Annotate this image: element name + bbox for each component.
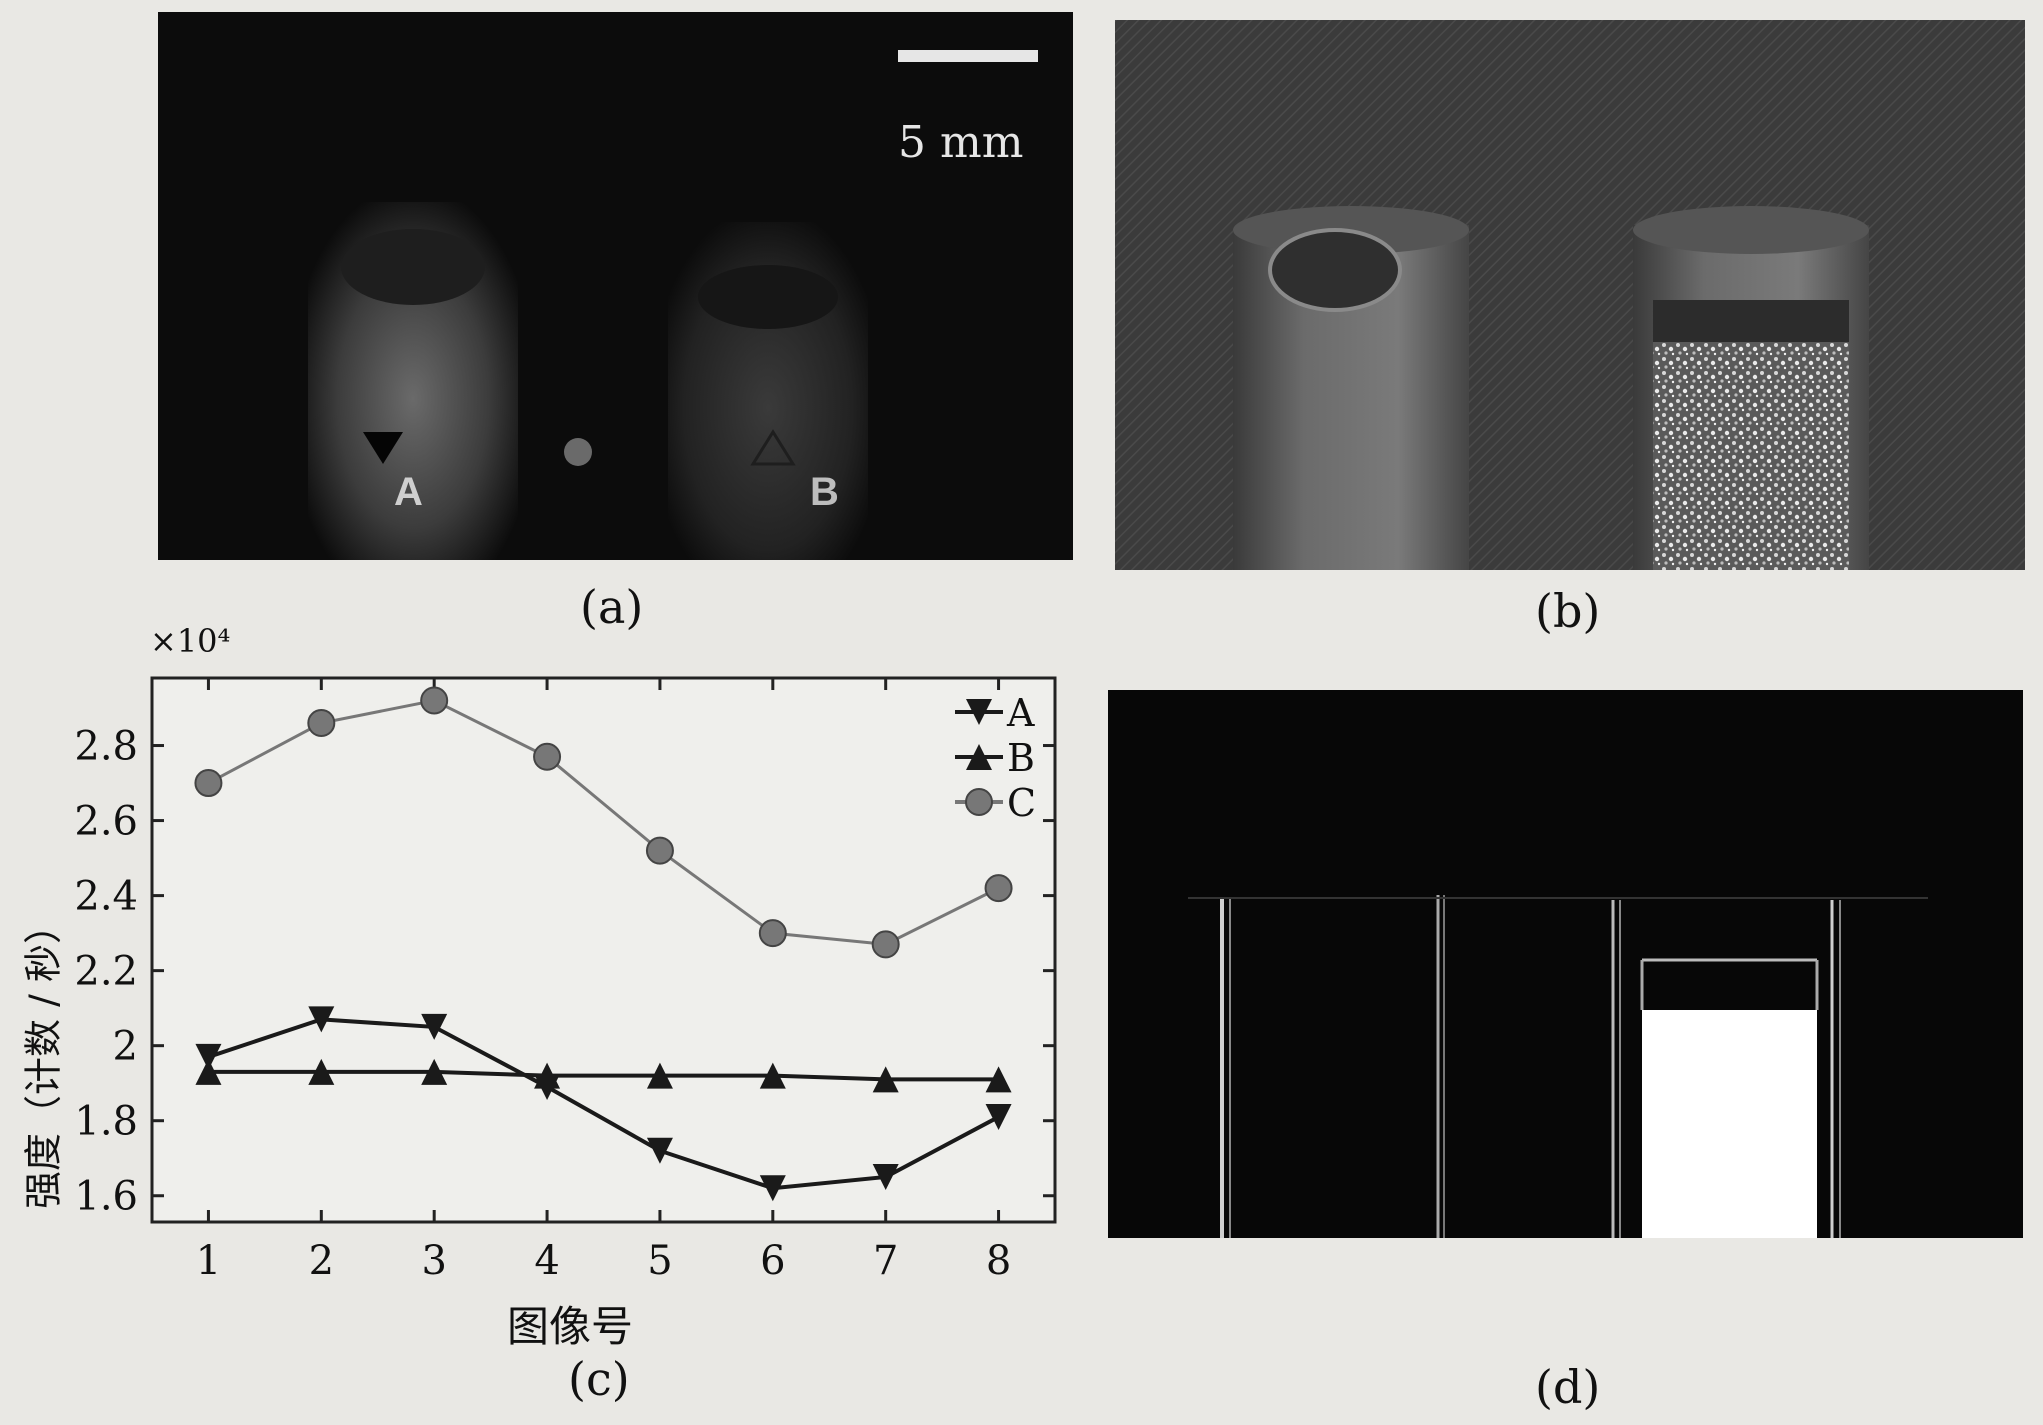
point-c <box>871 930 900 959</box>
panel-a-image: 5 mm A B <box>158 12 1073 560</box>
x-tick-label: 6 <box>760 1238 785 1284</box>
vial-b-label: B <box>810 470 839 514</box>
x-axis-title: 图像号 <box>506 1302 633 1351</box>
panel-c-chart: 1.6 1.8 2 2.2 2.4 2.6 2.8 1 2 3 4 5 6 7 8 A B C ×10⁴ 强度（计… <box>0 600 1100 1425</box>
series-line-a <box>207 1017 1000 1191</box>
point-c <box>758 919 787 948</box>
point-b <box>646 1062 673 1089</box>
tube-right-opening <box>1633 206 1869 254</box>
panel-d-render <box>1188 895 1928 1238</box>
tube-right-cap <box>1653 300 1849 342</box>
legend-label-b: B <box>1007 736 1035 780</box>
caption-d: (d) <box>1535 1360 1601 1414</box>
panel-d-image <box>1108 690 2023 1238</box>
vial-a-label: A <box>394 470 423 514</box>
y-tick-label: 1.8 <box>74 1099 138 1145</box>
tube-fill-bright <box>1642 1010 1817 1238</box>
y-tick-label: 1.6 <box>74 1174 138 1220</box>
x-tick-label: 8 <box>986 1238 1011 1284</box>
tube-left-cap-hole <box>1268 228 1402 312</box>
scale-bar <box>898 50 1038 62</box>
point-b <box>985 1066 1012 1093</box>
chart-svg: 1.6 1.8 2 2.2 2.4 2.6 2.8 1 2 3 4 5 6 7 8 ABC <box>74 676 1057 1284</box>
legend-marker-c <box>965 788 993 816</box>
x-tick-label: 4 <box>534 1238 559 1284</box>
point-c <box>533 742 562 771</box>
y-tick-label: 2.6 <box>74 799 138 845</box>
point-c <box>645 836 674 865</box>
point-a <box>421 1013 448 1040</box>
vial-b-cap <box>698 265 838 329</box>
point-b <box>759 1062 786 1089</box>
point-b <box>534 1062 561 1089</box>
point-b <box>308 1058 335 1085</box>
panel-b-image <box>1115 20 2025 570</box>
y-tick-label: 2.4 <box>74 874 138 920</box>
x-tick-label: 3 <box>421 1238 446 1284</box>
caption-b: (b) <box>1535 584 1601 638</box>
x-tick-label: 7 <box>873 1238 898 1284</box>
point-c <box>194 769 223 798</box>
point-a <box>759 1175 786 1202</box>
series-line-c <box>207 698 1000 946</box>
y-tick-label: 2.2 <box>74 949 138 995</box>
point-c <box>307 709 336 738</box>
point-b <box>195 1058 222 1085</box>
panel-a-photo <box>308 50 1038 560</box>
caption-c: (c) <box>568 1352 630 1406</box>
y-axis-title: 强度（计数 / 秒） <box>21 906 66 1209</box>
caption-a: (a) <box>580 580 644 634</box>
legend-marker-b <box>966 744 992 770</box>
point-b <box>421 1058 448 1085</box>
point-b <box>872 1066 899 1093</box>
y-tick-label: 2 <box>113 1024 138 1070</box>
point-c <box>420 686 449 715</box>
y-tick-label: 2.8 <box>74 724 138 770</box>
point-a <box>872 1163 899 1190</box>
vial-a-cap <box>341 229 485 305</box>
plot-area <box>150 676 1057 1224</box>
point-a <box>195 1043 222 1070</box>
y-multiplier-label: ×10⁴ <box>150 622 231 660</box>
marker-triangle-up-icon <box>750 429 796 466</box>
x-tick-label: 1 <box>196 1238 221 1284</box>
scale-bar-label: 5 mm <box>898 117 1024 168</box>
x-tick-label: 5 <box>647 1238 672 1284</box>
panel-b-render <box>1115 20 2025 570</box>
tube-right-fill <box>1653 340 1849 570</box>
marker-triangle-down-icon <box>363 432 403 464</box>
legend-label-c: C <box>1007 781 1036 825</box>
legend-marker-a <box>966 699 992 725</box>
series-line-b <box>208 1069 999 1082</box>
point-a <box>985 1103 1012 1130</box>
point-a <box>308 1006 335 1033</box>
point-c <box>984 874 1013 903</box>
legend-label-a: A <box>1006 691 1035 735</box>
x-tick-label: 2 <box>309 1238 334 1284</box>
marker-circle-icon <box>564 438 592 466</box>
point-a <box>646 1137 673 1164</box>
